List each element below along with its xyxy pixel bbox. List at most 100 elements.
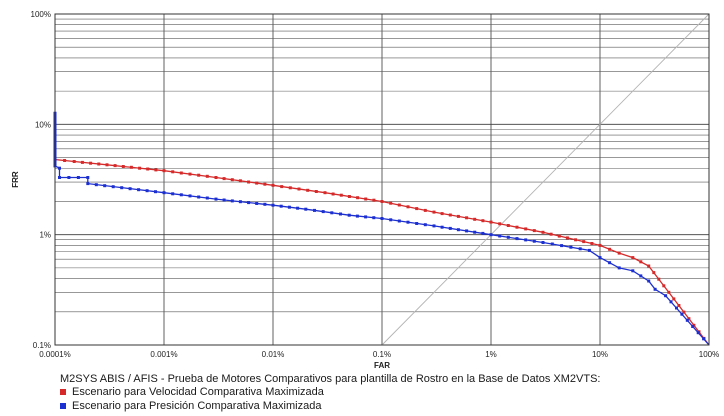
chart-caption: M2SYS ABIS / AFIS - Prueba de Motores Co…: [60, 373, 720, 413]
roc-chart: 0.0001% 0.001% 0.01% 0.1% 1% 10% 100% 0.1% 1% 10…: [11, 10, 719, 370]
series-marker: [347, 213, 351, 217]
series-marker: [653, 287, 657, 291]
series-marker: [120, 186, 124, 190]
series-marker: [598, 256, 602, 260]
series-marker: [67, 176, 71, 179]
series-marker: [205, 174, 209, 178]
series-marker: [188, 194, 192, 198]
series-marker: [465, 216, 469, 220]
series-marker: [372, 198, 376, 202]
series-marker: [304, 207, 308, 211]
series-marker: [154, 168, 158, 172]
series-marker: [380, 217, 384, 220]
diagonal-line: [381, 13, 710, 346]
series-marker: [432, 224, 436, 228]
series-marker: [171, 192, 175, 196]
series-marker: [279, 204, 283, 208]
series-marker: [80, 160, 84, 164]
series-marker: [255, 181, 259, 185]
series-marker: [397, 203, 401, 207]
series-marker: [171, 170, 175, 174]
series-marker: [145, 189, 149, 193]
series-marker: [647, 279, 651, 283]
series-marker: [415, 222, 419, 225]
grid-lines: [54, 14, 710, 346]
series-marker: [111, 185, 115, 189]
series-marker: [205, 196, 209, 200]
series-marker: [179, 193, 183, 197]
legend-swatch-blue: [60, 403, 66, 409]
series-marker: [128, 187, 132, 191]
series-marker: [121, 165, 125, 168]
series-marker: [296, 206, 300, 210]
series-marker: [672, 297, 676, 301]
chart-title: M2SYS ABIS / AFIS - Prueba de Motores Co…: [60, 373, 601, 385]
series-marker: [675, 306, 678, 310]
series-marker: [247, 180, 251, 184]
series-marker: [631, 256, 635, 260]
series-marker: [331, 192, 335, 196]
x-tick-label: 0.1%: [373, 350, 391, 359]
series-marker: [230, 178, 234, 182]
series-marker: [664, 294, 668, 298]
y-tick-label: 10%: [35, 120, 51, 129]
series-marker: [188, 172, 192, 176]
series-marker: [532, 229, 536, 233]
series-marker: [389, 201, 393, 205]
x-tick-label: 100%: [699, 350, 719, 359]
legend-item-speed: Escenario para Velocidad Comparativa Max…: [60, 385, 720, 399]
series-marker: [255, 202, 259, 205]
series-marker: [662, 284, 666, 288]
series-marker: [680, 312, 684, 316]
series-marker: [423, 223, 427, 227]
series-marker: [532, 239, 536, 243]
series-marker: [696, 331, 700, 335]
series-marker: [380, 200, 384, 203]
x-tick-label: 10%: [592, 350, 608, 359]
series-marker: [137, 188, 141, 192]
x-axis-label: FAR: [374, 361, 390, 370]
series-marker: [76, 176, 80, 179]
series-marker: [280, 185, 284, 189]
series-marker: [103, 184, 107, 188]
series-marker: [263, 182, 267, 186]
series-marker: [197, 173, 201, 177]
series-marker: [339, 193, 343, 197]
series-marker: [687, 317, 691, 321]
legend-label-speed: Escenario para Velocidad Comparativa Max…: [72, 386, 324, 398]
series-marker: [129, 165, 133, 169]
series-marker: [89, 161, 93, 165]
series-marker: [657, 277, 661, 281]
series-marker: [306, 188, 310, 192]
series-marker: [415, 207, 419, 211]
series-marker: [339, 212, 342, 216]
series-marker: [448, 226, 452, 230]
y-tick-label: 100%: [31, 10, 51, 19]
series-marker: [578, 247, 582, 251]
series-marker: [146, 167, 150, 171]
series-marker: [541, 241, 545, 244]
series-marker: [347, 195, 351, 198]
series-marker: [489, 220, 493, 224]
series-marker: [652, 271, 656, 275]
series-marker: [372, 216, 376, 220]
series-marker: [617, 266, 621, 270]
series-marker: [138, 166, 142, 170]
series-marker: [473, 230, 477, 234]
series-marker: [515, 225, 519, 229]
series-marker: [565, 236, 569, 240]
series-marker: [230, 199, 234, 203]
series-marker: [639, 260, 643, 264]
y-tick-labels: 0.1% 1% 10% 100%: [31, 10, 51, 350]
series-marker: [440, 225, 444, 229]
series-marker: [582, 240, 586, 244]
series-marker: [86, 176, 90, 179]
series-layer: [53, 111, 710, 346]
series-marker: [647, 264, 651, 268]
series-marker: [94, 183, 98, 187]
series-marker: [557, 234, 561, 238]
series-marker: [506, 235, 510, 239]
series-marker: [617, 251, 621, 255]
series-marker: [330, 211, 334, 215]
legend-swatch-red: [60, 389, 66, 395]
